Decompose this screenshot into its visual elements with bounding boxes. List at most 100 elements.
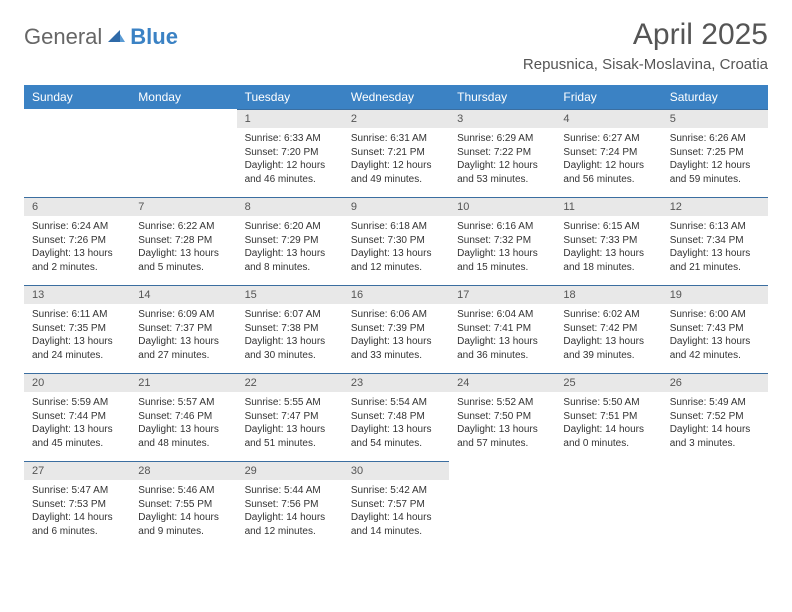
calendar-row: 20Sunrise: 5:59 AMSunset: 7:44 PMDayligh… — [24, 373, 768, 461]
day-details: Sunrise: 6:15 AMSunset: 7:33 PMDaylight:… — [555, 216, 661, 280]
calendar-row: 6Sunrise: 6:24 AMSunset: 7:26 PMDaylight… — [24, 197, 768, 285]
day-details: Sunrise: 6:06 AMSunset: 7:39 PMDaylight:… — [343, 304, 449, 368]
calendar-cell: 29Sunrise: 5:44 AMSunset: 7:56 PMDayligh… — [237, 461, 343, 549]
day-number: 3 — [449, 109, 555, 128]
location-text: Repusnica, Sisak-Moslavina, Croatia — [523, 56, 768, 73]
title-block: April 2025 Repusnica, Sisak-Moslavina, C… — [523, 18, 768, 73]
day-details: Sunrise: 6:07 AMSunset: 7:38 PMDaylight:… — [237, 304, 343, 368]
day-details: Sunrise: 5:52 AMSunset: 7:50 PMDaylight:… — [449, 392, 555, 456]
day-number: 30 — [343, 461, 449, 480]
calendar-cell: 11Sunrise: 6:15 AMSunset: 7:33 PMDayligh… — [555, 197, 661, 285]
day-details: Sunrise: 6:04 AMSunset: 7:41 PMDaylight:… — [449, 304, 555, 368]
calendar-row: 13Sunrise: 6:11 AMSunset: 7:35 PMDayligh… — [24, 285, 768, 373]
logo-sail-icon — [106, 24, 126, 50]
calendar-cell: 2Sunrise: 6:31 AMSunset: 7:21 PMDaylight… — [343, 109, 449, 197]
calendar-cell: 17Sunrise: 6:04 AMSunset: 7:41 PMDayligh… — [449, 285, 555, 373]
calendar-cell: 4Sunrise: 6:27 AMSunset: 7:24 PMDaylight… — [555, 109, 661, 197]
weekday-header: Thursday — [449, 85, 555, 109]
day-number: 28 — [130, 461, 236, 480]
day-details: Sunrise: 6:22 AMSunset: 7:28 PMDaylight:… — [130, 216, 236, 280]
day-number: 7 — [130, 197, 236, 216]
day-number: 15 — [237, 285, 343, 304]
weekday-header: Saturday — [662, 85, 768, 109]
day-number: 9 — [343, 197, 449, 216]
day-number: 5 — [662, 109, 768, 128]
day-details: Sunrise: 6:29 AMSunset: 7:22 PMDaylight:… — [449, 128, 555, 192]
day-details: Sunrise: 5:49 AMSunset: 7:52 PMDaylight:… — [662, 392, 768, 456]
day-number: 11 — [555, 197, 661, 216]
day-details: Sunrise: 6:33 AMSunset: 7:20 PMDaylight:… — [237, 128, 343, 192]
day-details: Sunrise: 5:50 AMSunset: 7:51 PMDaylight:… — [555, 392, 661, 456]
calendar-cell: 15Sunrise: 6:07 AMSunset: 7:38 PMDayligh… — [237, 285, 343, 373]
day-number: 24 — [449, 373, 555, 392]
calendar-cell: 30Sunrise: 5:42 AMSunset: 7:57 PMDayligh… — [343, 461, 449, 549]
day-number: 21 — [130, 373, 236, 392]
calendar-table: SundayMondayTuesdayWednesdayThursdayFrid… — [24, 85, 768, 549]
calendar-cell: 23Sunrise: 5:54 AMSunset: 7:48 PMDayligh… — [343, 373, 449, 461]
calendar-cell: 24Sunrise: 5:52 AMSunset: 7:50 PMDayligh… — [449, 373, 555, 461]
calendar-cell: 22Sunrise: 5:55 AMSunset: 7:47 PMDayligh… — [237, 373, 343, 461]
calendar-cell — [662, 461, 768, 549]
day-details: Sunrise: 6:13 AMSunset: 7:34 PMDaylight:… — [662, 216, 768, 280]
day-number: 10 — [449, 197, 555, 216]
calendar-cell: 9Sunrise: 6:18 AMSunset: 7:30 PMDaylight… — [343, 197, 449, 285]
day-details: Sunrise: 6:09 AMSunset: 7:37 PMDaylight:… — [130, 304, 236, 368]
day-number: 18 — [555, 285, 661, 304]
calendar-cell: 27Sunrise: 5:47 AMSunset: 7:53 PMDayligh… — [24, 461, 130, 549]
day-details: Sunrise: 5:55 AMSunset: 7:47 PMDaylight:… — [237, 392, 343, 456]
calendar-cell — [555, 461, 661, 549]
weekday-header: Sunday — [24, 85, 130, 109]
calendar-body: 1Sunrise: 6:33 AMSunset: 7:20 PMDaylight… — [24, 109, 768, 549]
day-details: Sunrise: 6:20 AMSunset: 7:29 PMDaylight:… — [237, 216, 343, 280]
day-number: 29 — [237, 461, 343, 480]
calendar-cell: 3Sunrise: 6:29 AMSunset: 7:22 PMDaylight… — [449, 109, 555, 197]
weekday-header: Friday — [555, 85, 661, 109]
day-number: 20 — [24, 373, 130, 392]
day-number: 26 — [662, 373, 768, 392]
calendar-cell — [130, 109, 236, 197]
day-details: Sunrise: 5:54 AMSunset: 7:48 PMDaylight:… — [343, 392, 449, 456]
day-details: Sunrise: 5:42 AMSunset: 7:57 PMDaylight:… — [343, 480, 449, 544]
calendar-cell — [449, 461, 555, 549]
day-number: 14 — [130, 285, 236, 304]
calendar-cell: 21Sunrise: 5:57 AMSunset: 7:46 PMDayligh… — [130, 373, 236, 461]
day-details: Sunrise: 6:11 AMSunset: 7:35 PMDaylight:… — [24, 304, 130, 368]
calendar-head: SundayMondayTuesdayWednesdayThursdayFrid… — [24, 85, 768, 109]
day-number: 8 — [237, 197, 343, 216]
logo-text-2: Blue — [130, 24, 178, 50]
weekday-header: Wednesday — [343, 85, 449, 109]
calendar-cell: 19Sunrise: 6:00 AMSunset: 7:43 PMDayligh… — [662, 285, 768, 373]
day-number: 22 — [237, 373, 343, 392]
day-number: 4 — [555, 109, 661, 128]
calendar-cell: 13Sunrise: 6:11 AMSunset: 7:35 PMDayligh… — [24, 285, 130, 373]
day-number: 25 — [555, 373, 661, 392]
calendar-cell: 26Sunrise: 5:49 AMSunset: 7:52 PMDayligh… — [662, 373, 768, 461]
calendar-cell: 25Sunrise: 5:50 AMSunset: 7:51 PMDayligh… — [555, 373, 661, 461]
day-details: Sunrise: 5:44 AMSunset: 7:56 PMDaylight:… — [237, 480, 343, 544]
calendar-cell: 18Sunrise: 6:02 AMSunset: 7:42 PMDayligh… — [555, 285, 661, 373]
day-details: Sunrise: 6:24 AMSunset: 7:26 PMDaylight:… — [24, 216, 130, 280]
day-number: 27 — [24, 461, 130, 480]
day-details: Sunrise: 6:26 AMSunset: 7:25 PMDaylight:… — [662, 128, 768, 192]
calendar-cell: 10Sunrise: 6:16 AMSunset: 7:32 PMDayligh… — [449, 197, 555, 285]
day-details: Sunrise: 6:31 AMSunset: 7:21 PMDaylight:… — [343, 128, 449, 192]
calendar-cell: 28Sunrise: 5:46 AMSunset: 7:55 PMDayligh… — [130, 461, 236, 549]
day-details: Sunrise: 5:59 AMSunset: 7:44 PMDaylight:… — [24, 392, 130, 456]
day-details: Sunrise: 5:47 AMSunset: 7:53 PMDaylight:… — [24, 480, 130, 544]
day-details: Sunrise: 6:02 AMSunset: 7:42 PMDaylight:… — [555, 304, 661, 368]
header: GeneralBlue April 2025 Repusnica, Sisak-… — [24, 18, 768, 73]
calendar-cell: 7Sunrise: 6:22 AMSunset: 7:28 PMDaylight… — [130, 197, 236, 285]
day-number: 17 — [449, 285, 555, 304]
day-number: 19 — [662, 285, 768, 304]
day-number: 1 — [237, 109, 343, 128]
day-number: 13 — [24, 285, 130, 304]
day-number: 6 — [24, 197, 130, 216]
logo: GeneralBlue — [24, 18, 178, 50]
day-number: 16 — [343, 285, 449, 304]
day-details: Sunrise: 6:27 AMSunset: 7:24 PMDaylight:… — [555, 128, 661, 192]
day-details: Sunrise: 5:46 AMSunset: 7:55 PMDaylight:… — [130, 480, 236, 544]
weekday-header: Tuesday — [237, 85, 343, 109]
calendar-cell: 8Sunrise: 6:20 AMSunset: 7:29 PMDaylight… — [237, 197, 343, 285]
day-details: Sunrise: 6:00 AMSunset: 7:43 PMDaylight:… — [662, 304, 768, 368]
day-details: Sunrise: 6:18 AMSunset: 7:30 PMDaylight:… — [343, 216, 449, 280]
